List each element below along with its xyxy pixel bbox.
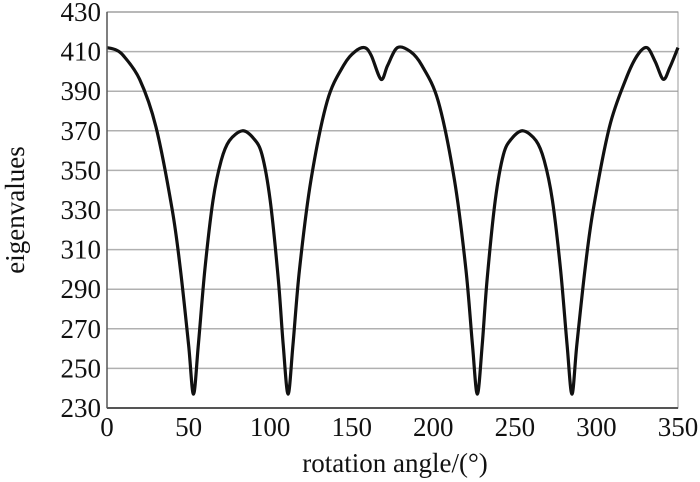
y-tick-label: 370 [61,116,102,146]
x-tick-label: 300 [576,412,617,442]
x-tick-label: 350 [658,412,699,442]
y-tick-label: 330 [61,195,102,225]
y-tick-label: 310 [61,235,102,265]
x-tick-label: 250 [495,412,536,442]
y-tick-label: 430 [61,0,102,27]
y-tick-label: 270 [61,314,102,344]
x-tick-label: 100 [250,412,291,442]
y-axis-label: eigenvalues [0,146,30,273]
x-tick-label: 200 [413,412,454,442]
x-tick-labels: 0 50 100 150 200 250 300 350 [100,412,698,442]
y-tick-label: 390 [61,76,102,106]
y-tick-label: 410 [61,37,102,67]
y-tick-label: 290 [61,274,102,304]
y-tick-labels: 230 250 270 290 310 330 350 370 390 410 430 [61,0,102,423]
series-line-eigenvalues [106,45,680,396]
y-tick-label: 350 [61,155,102,185]
x-axis-label: rotation angle/(°) [302,448,487,478]
y-tick-label: 230 [61,393,102,423]
x-tick-label: 0 [100,412,114,442]
x-tick-label: 50 [175,412,202,442]
y-tick-label: 250 [61,353,102,383]
x-tick-label: 150 [331,412,372,442]
